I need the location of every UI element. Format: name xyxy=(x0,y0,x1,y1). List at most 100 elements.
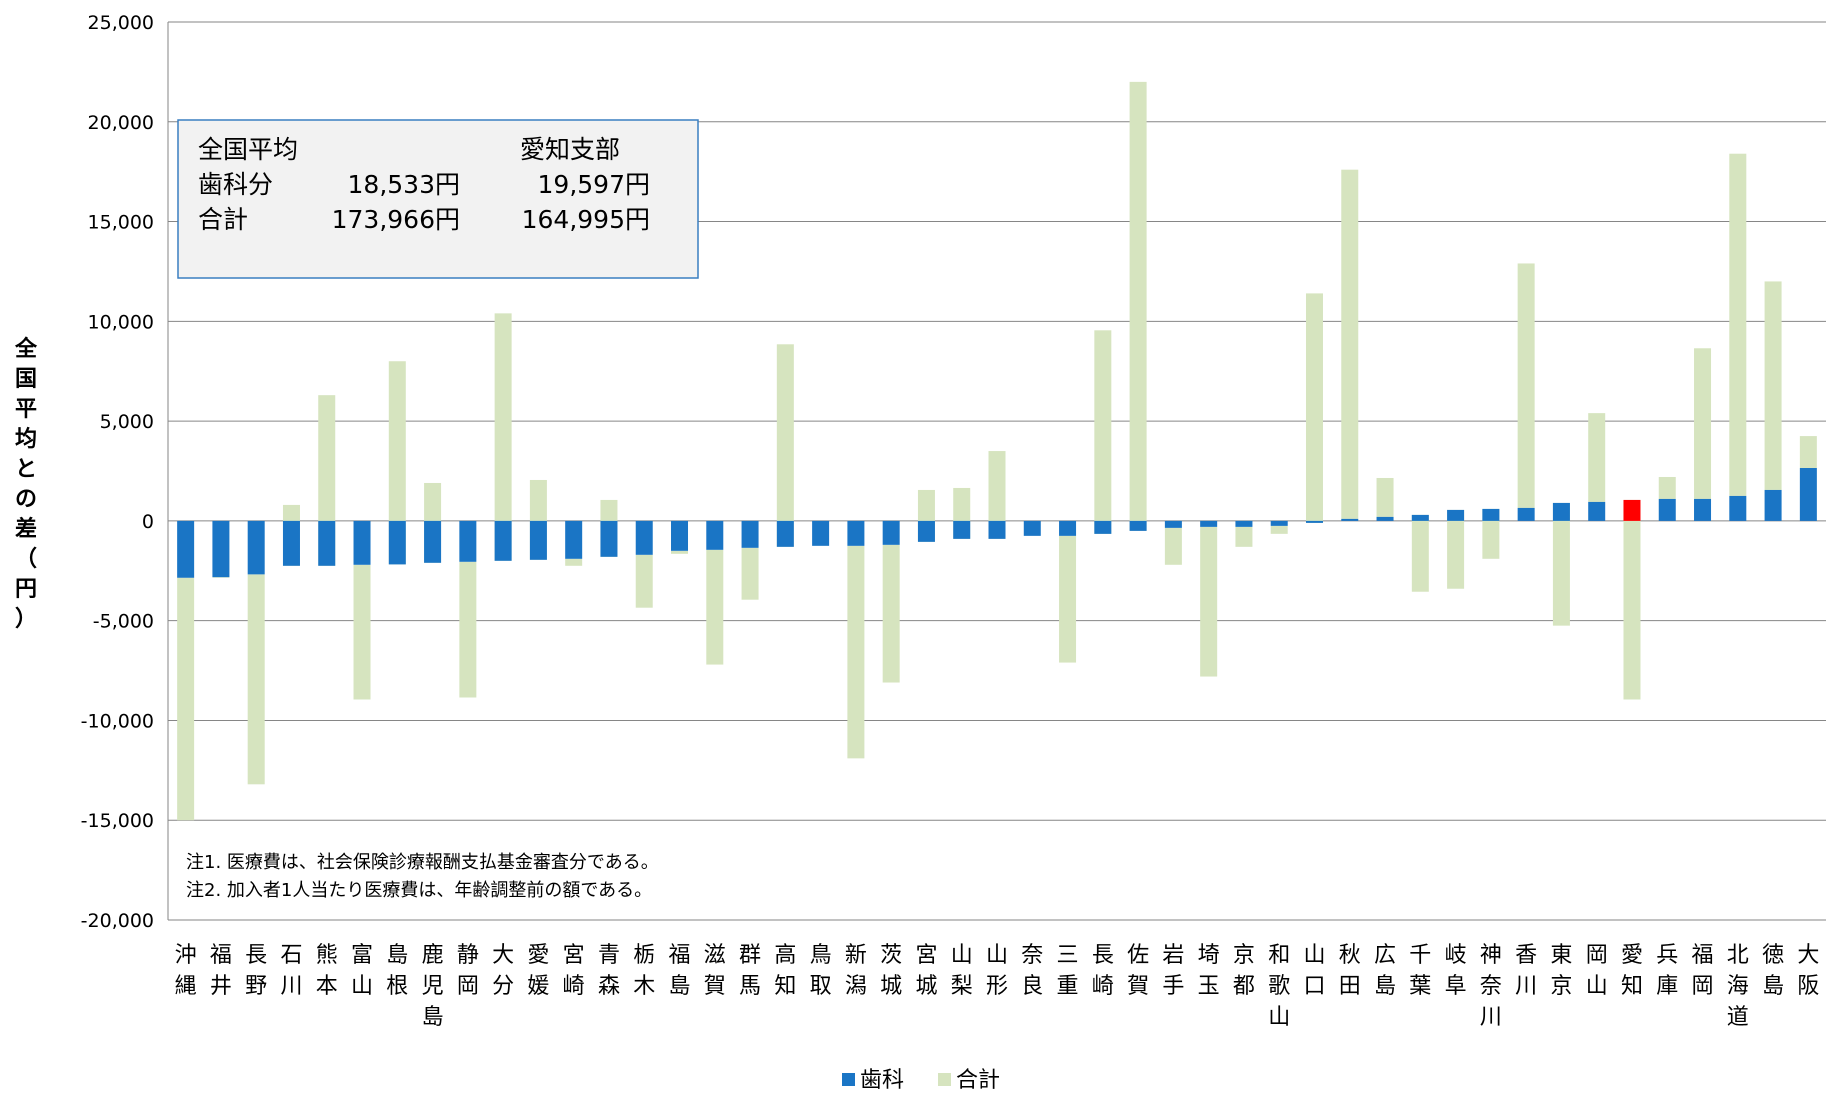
y-tick-label: -10,000 xyxy=(81,710,154,732)
bar-total xyxy=(1059,535,1077,663)
bar-dental xyxy=(1270,520,1288,526)
legend-label-dental: 歯科 xyxy=(860,1068,904,1093)
bar-total xyxy=(1235,526,1253,547)
bar-total xyxy=(388,361,406,565)
category-label: 北海道 xyxy=(1727,943,1749,1030)
bar-total xyxy=(353,564,371,700)
category-label: 和歌山 xyxy=(1268,943,1290,1030)
category-label: 栃木 xyxy=(633,943,655,999)
category-label: 富山 xyxy=(351,943,373,999)
bar-total xyxy=(1799,436,1817,469)
bar-total xyxy=(1164,527,1182,565)
info-box-row2-label: 合計 xyxy=(198,205,248,234)
category-label: 三重 xyxy=(1057,943,1079,999)
category-label: 佐賀 xyxy=(1127,943,1149,999)
bar-total xyxy=(1764,281,1782,490)
bar-dental xyxy=(565,520,583,559)
category-label: 秋田 xyxy=(1339,943,1361,999)
bar-total xyxy=(635,554,653,608)
bar-dental xyxy=(459,520,477,562)
category-label: 静岡 xyxy=(457,943,479,999)
category-label: 島根 xyxy=(386,943,408,999)
y-tick-label: -15,000 xyxy=(81,810,154,832)
category-label: 福島 xyxy=(669,943,691,999)
info-box-header-right: 愛知支部 xyxy=(520,135,620,164)
info-box: 全国平均 愛知支部 歯科分 18,533円 19,597円 合計 173,966… xyxy=(177,119,699,279)
bar-dental xyxy=(847,520,865,546)
category-label: 愛媛 xyxy=(527,943,549,999)
bar-dental xyxy=(1411,514,1429,521)
bar-total xyxy=(1552,502,1570,626)
bar-dental xyxy=(1447,509,1465,521)
category-label: 新潟 xyxy=(845,943,867,999)
bar-dental xyxy=(953,520,971,539)
bar-dental xyxy=(1059,520,1077,536)
bar-dental xyxy=(1376,516,1394,521)
category-label: 神奈川 xyxy=(1480,943,1502,1030)
bar-dental xyxy=(1164,520,1182,528)
bar-dental xyxy=(212,520,230,578)
category-label: 鹿児島 xyxy=(422,943,444,1030)
bar-total xyxy=(1729,153,1747,496)
category-label: 青森 xyxy=(598,943,620,999)
bar-total xyxy=(882,544,900,683)
legend-swatch-total xyxy=(938,1073,951,1086)
info-box-row1-national: 18,533円 xyxy=(348,170,460,199)
bar-dental xyxy=(1305,520,1323,523)
category-label: 山梨 xyxy=(951,943,973,999)
category-label: 兵庫 xyxy=(1656,943,1678,999)
category-label: 沖縄 xyxy=(175,943,197,999)
category-label: 広島 xyxy=(1374,943,1396,999)
bar-total xyxy=(1517,263,1535,508)
category-label: 福岡 xyxy=(1692,943,1714,999)
bar-total xyxy=(494,313,512,561)
bar-total xyxy=(847,545,865,759)
bar-dental xyxy=(1799,468,1817,521)
bar-dental xyxy=(1482,508,1500,521)
y-tick-label: 0 xyxy=(142,511,154,533)
bar-total xyxy=(1694,348,1712,499)
category-label: 京都 xyxy=(1233,943,1255,999)
bar-dental xyxy=(671,520,689,551)
bar-dental xyxy=(247,520,265,575)
category-label: 茨城 xyxy=(880,943,902,999)
bar-total xyxy=(988,451,1006,539)
category-label: 埼玉 xyxy=(1198,943,1220,999)
bar-total xyxy=(1270,525,1288,534)
bar-dental xyxy=(177,520,195,578)
note-1: 注1. 医療費は、社会保険診療報酬支払基金審査分である。 xyxy=(186,852,659,873)
y-tick-label: 25,000 xyxy=(88,12,154,34)
legend-swatch-dental xyxy=(842,1073,855,1086)
bar-dental xyxy=(1200,520,1218,527)
category-label: 香川 xyxy=(1515,943,1537,999)
category-label: 山口 xyxy=(1303,943,1325,999)
bar-total xyxy=(247,574,265,785)
bar-dental xyxy=(988,520,1006,539)
bar-dental xyxy=(1729,495,1747,521)
bar-dental xyxy=(741,520,759,548)
info-box-row1-label: 歯科分 xyxy=(198,170,273,199)
note-2: 注2. 加入者1人当たり医療費は、年齢調整前の額である。 xyxy=(186,880,652,901)
bar-total xyxy=(671,550,689,554)
legend-label-total: 合計 xyxy=(956,1068,1000,1093)
bar-total xyxy=(1376,477,1394,517)
bar-dental xyxy=(282,520,300,566)
bar-total xyxy=(1482,508,1500,559)
bar-dental xyxy=(353,520,371,565)
category-label: 長崎 xyxy=(1092,943,1114,999)
bar-total xyxy=(1341,169,1359,519)
bar-dental xyxy=(494,520,512,561)
info-box-header-left: 全国平均 xyxy=(198,135,298,164)
category-label: 熊本 xyxy=(316,943,338,999)
bar-dental xyxy=(600,520,618,557)
bar-total xyxy=(1305,293,1323,523)
bar-dental xyxy=(1341,518,1359,521)
bar-total xyxy=(1094,330,1112,534)
info-box-row2-national: 173,966円 xyxy=(332,205,460,234)
bar-total xyxy=(177,577,195,821)
bar-total xyxy=(1411,514,1429,592)
bar-dental xyxy=(812,520,830,546)
bar-dental xyxy=(424,520,442,563)
category-label: 山形 xyxy=(986,943,1008,999)
category-label: 福井 xyxy=(210,943,232,999)
